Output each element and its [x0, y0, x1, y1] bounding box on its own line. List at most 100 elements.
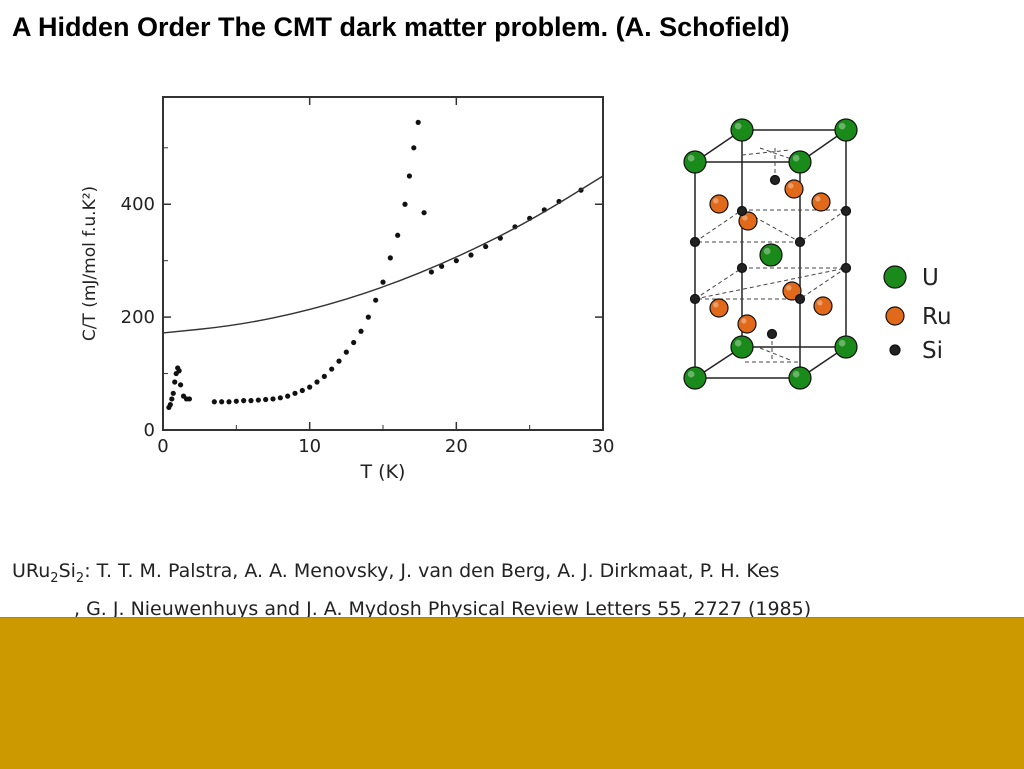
y-tick-label: 200 — [121, 307, 155, 328]
data-point — [336, 358, 342, 364]
data-point — [329, 366, 335, 372]
ruthenium-atom — [784, 179, 804, 199]
bond-line — [759, 347, 791, 361]
bond-line — [741, 149, 791, 156]
x-tick-label: 10 — [298, 436, 321, 457]
legend-entry-ru: Ru — [885, 304, 952, 330]
citation-line-1: URu2Si2: T. T. M. Palstra, A. A. Menovsk… — [12, 560, 780, 586]
x-tick-label: 30 — [592, 436, 615, 457]
data-point — [453, 258, 459, 264]
x-tick-label: 20 — [445, 436, 468, 457]
y-tick-label: 0 — [144, 420, 155, 441]
data-point — [255, 397, 261, 403]
data-point — [395, 232, 401, 238]
footer-banner — [0, 617, 1024, 769]
data-point — [292, 390, 298, 396]
data-point — [321, 373, 327, 379]
uranium-atom — [788, 150, 812, 174]
data-point — [358, 328, 364, 334]
data-point — [277, 395, 283, 401]
citation: URu2Si2: T. T. M. Palstra, A. A. Menovsk… — [12, 556, 1024, 624]
legend-marker — [885, 306, 905, 326]
silicon-atom — [840, 262, 852, 274]
ruthenium-atom — [738, 211, 758, 231]
ruthenium-atom — [737, 314, 757, 334]
ruthenium-atom — [811, 192, 831, 212]
data-point — [226, 399, 232, 405]
data-point — [285, 393, 291, 399]
silicon-atom — [689, 293, 701, 305]
silicon-atom — [736, 262, 748, 274]
legend-label: Ru — [922, 304, 952, 330]
data-point — [299, 387, 305, 394]
y-axis-label: C/T (mJ/mol f.u.K²) — [80, 186, 100, 341]
silicon-atom — [689, 236, 701, 248]
fit-curve — [162, 175, 604, 334]
data-point — [307, 384, 313, 390]
uranium-atom — [683, 150, 707, 174]
data-point — [169, 396, 175, 402]
silicon-atom — [794, 293, 806, 305]
data-point — [421, 210, 427, 216]
data-point — [314, 379, 320, 385]
legend-label: U — [922, 265, 939, 291]
data-point — [439, 263, 445, 269]
uranium-atom — [834, 335, 858, 359]
bond-line — [694, 209, 743, 243]
slide-title: A Hidden Order The CMT dark matter probl… — [12, 12, 790, 42]
legend-entry-u: U — [883, 265, 939, 291]
bond-line — [694, 267, 743, 300]
bond-line — [694, 267, 847, 300]
data-point — [351, 339, 357, 346]
data-point — [219, 399, 225, 405]
uranium-atom — [834, 118, 858, 142]
data-point — [248, 398, 254, 404]
data-point — [380, 279, 386, 285]
uranium-atom — [730, 335, 754, 359]
ruthenium-atom — [813, 296, 833, 316]
data-point — [233, 398, 239, 404]
data-point — [415, 119, 421, 125]
ruthenium-atom — [709, 298, 729, 318]
data-point — [270, 396, 276, 402]
data-point — [263, 396, 269, 403]
data-point — [172, 379, 178, 385]
silicon-atom — [794, 236, 806, 248]
data-point — [483, 243, 489, 250]
ruthenium-atom — [709, 194, 729, 214]
legend-entry-si: Si — [889, 338, 943, 364]
data-point — [186, 396, 192, 402]
data-point — [176, 368, 182, 374]
citation-line-2: , G. J. Nieuwenhuys and J. A. Mydosh Phy… — [74, 597, 812, 620]
data-point — [167, 402, 173, 408]
data-point — [170, 390, 176, 396]
uranium-atom — [788, 366, 812, 390]
data-point — [211, 399, 217, 405]
data-point — [365, 314, 371, 320]
legend-marker — [883, 265, 907, 289]
legend-label: Si — [922, 338, 943, 364]
x-axis-label: T (K) — [360, 461, 406, 483]
data-point — [241, 398, 247, 404]
data-point — [387, 255, 393, 261]
data-point — [343, 349, 349, 355]
x-tick-label: 0 — [157, 436, 168, 457]
uranium-atom — [759, 243, 783, 267]
silicon-atom — [769, 174, 781, 186]
data-point — [178, 382, 184, 388]
silicon-atom — [840, 205, 852, 217]
data-point — [373, 297, 379, 303]
data-point — [402, 201, 408, 207]
bond-line — [799, 267, 847, 300]
silicon-atom — [766, 328, 778, 340]
uranium-atom — [683, 366, 707, 390]
bond-line — [799, 209, 847, 243]
data-point — [428, 269, 434, 275]
data-point — [411, 145, 417, 151]
data-point — [468, 252, 474, 258]
silicon-atom — [736, 205, 748, 217]
uranium-atom — [730, 118, 754, 142]
citation-volume: 55 — [657, 597, 682, 620]
